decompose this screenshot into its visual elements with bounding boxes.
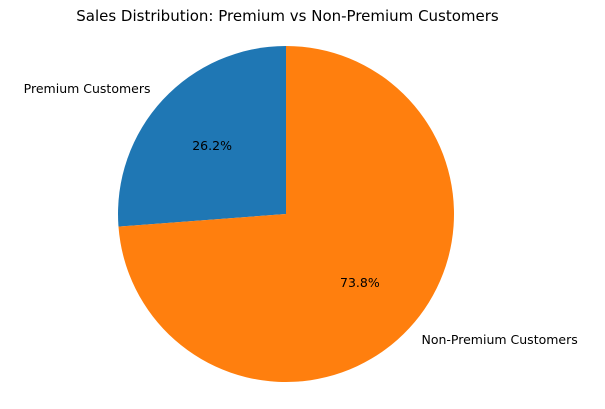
pie-category-label: Non-Premium Customers (422, 332, 578, 347)
chart-title: Sales Distribution: Premium vs Non-Premi… (76, 7, 499, 25)
pie-slice-non-premium (118, 45, 455, 383)
pie-pct-label: 26.2% (192, 138, 232, 153)
pie-category-label: Premium Customers (24, 81, 151, 96)
pie-slice-premium (118, 46, 286, 227)
pie-pct-label: 73.8% (340, 275, 380, 290)
